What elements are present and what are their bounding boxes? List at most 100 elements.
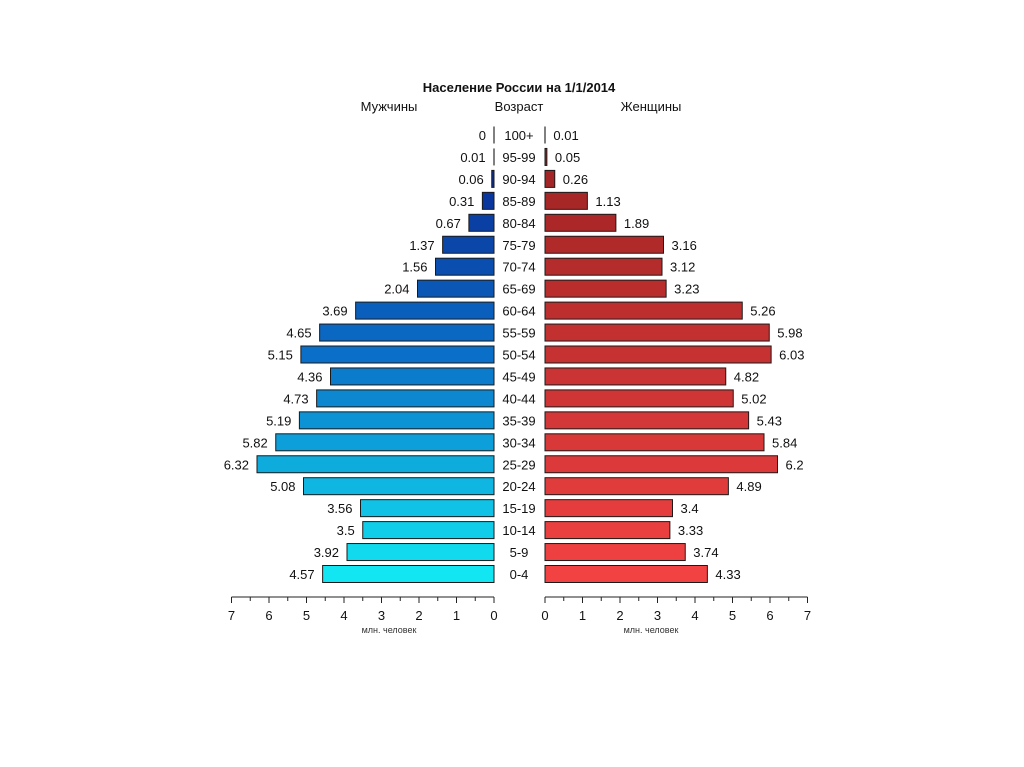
- female-bar-10-14: [544, 521, 671, 540]
- female-value-label: 5.43: [757, 413, 782, 428]
- male-bar-25-29: [256, 455, 495, 474]
- male-bar-80-84: [468, 213, 495, 232]
- age-group-label: 55-59: [502, 326, 535, 341]
- chart-title: Население России на 1/1/2014: [423, 80, 616, 95]
- x-tick-label-left: 6: [265, 608, 272, 623]
- male-bar-5-9: [346, 543, 495, 562]
- female-bar-55-59: [544, 323, 770, 342]
- x-tick-label-right: 5: [729, 608, 736, 623]
- female-value-label: 5.02: [741, 391, 766, 406]
- female-bar-70-74: [544, 257, 663, 276]
- x-tick-label-right: 2: [616, 608, 623, 623]
- female-bar-25-29: [544, 455, 778, 474]
- female-value-label: 0.26: [563, 172, 588, 187]
- left-header: Мужчины: [361, 99, 418, 114]
- female-value-label: 3.12: [670, 260, 695, 275]
- x-axes: 7 6 5 4 3 2 1 0 0 1 2 3 4 5 6 7: [228, 596, 811, 623]
- age-group-label: 5-9: [510, 545, 529, 560]
- x-tick-label-right: 6: [766, 608, 773, 623]
- male-bar-20-24: [303, 477, 495, 496]
- age-group-label: 95-99: [502, 150, 535, 165]
- age-group-label: 80-84: [502, 216, 535, 231]
- age-group-label: 75-79: [502, 238, 535, 253]
- male-bar-40-44: [316, 389, 495, 408]
- female-value-label: 1.13: [595, 194, 620, 209]
- right-header: Женщины: [621, 99, 682, 114]
- female-bar-0-4: [544, 565, 708, 583]
- female-bar-75-79: [544, 235, 664, 254]
- female-value-label: 4.33: [715, 567, 740, 582]
- male-value-label: 5.08: [270, 479, 295, 494]
- female-bar-40-44: [544, 389, 734, 408]
- male-bar-90-94: [491, 169, 495, 188]
- male-value-label: 3.56: [327, 501, 352, 516]
- x-tick-label-left: 0: [490, 608, 497, 623]
- female-value-label: 1.89: [624, 216, 649, 231]
- x-tick-label-left: 2: [415, 608, 422, 623]
- female-bar-65-69: [544, 279, 667, 298]
- male-value-label: 0.06: [458, 172, 483, 187]
- female-bar-95-99: [544, 147, 548, 166]
- female-value-label: 3.33: [678, 523, 703, 538]
- male-bar-15-19: [360, 499, 495, 518]
- male-bar-35-39: [298, 411, 495, 430]
- age-group-label: 40-44: [502, 391, 535, 406]
- female-value-label: 3.23: [674, 282, 699, 297]
- age-group-label: 90-94: [502, 172, 535, 187]
- female-bar-90-94: [544, 169, 556, 188]
- male-bar-75-79: [442, 235, 495, 254]
- age-group-label: 10-14: [502, 523, 535, 538]
- female-value-label: 3.74: [693, 545, 718, 560]
- female-bar-60-64: [544, 301, 743, 320]
- female-bar-5-9: [544, 543, 686, 562]
- age-group-label: 50-54: [502, 348, 535, 363]
- male-value-label: 4.36: [297, 369, 322, 384]
- age-group-label: 35-39: [502, 413, 535, 428]
- female-value-label: 5.98: [777, 326, 802, 341]
- x-tick-label-left: 1: [453, 608, 460, 623]
- male-bar-0-4: [322, 565, 495, 583]
- male-value-label: 0: [479, 128, 486, 143]
- x-tick-label-right: 7: [804, 608, 811, 623]
- age-group-label: 25-29: [502, 457, 535, 472]
- female-value-label: 6.2: [786, 457, 804, 472]
- male-value-label: 3.5: [337, 523, 355, 538]
- x-axis-label-right: млн. человек: [624, 625, 679, 635]
- x-tick-label-left: 7: [228, 608, 235, 623]
- male-bar-70-74: [435, 257, 495, 276]
- male-bar-10-14: [362, 521, 495, 540]
- female-value-label: 6.03: [779, 348, 804, 363]
- female-value-label: 5.26: [750, 304, 775, 319]
- male-value-label: 5.19: [266, 413, 291, 428]
- male-bar-50-54: [300, 345, 495, 364]
- male-bar-60-64: [355, 301, 495, 320]
- age-group-label: 45-49: [502, 369, 535, 384]
- male-value-label: 4.57: [289, 567, 314, 582]
- female-value-label: 0.05: [555, 150, 580, 165]
- female-value-label: 4.89: [736, 479, 761, 494]
- female-bar-45-49: [544, 367, 727, 386]
- x-tick-label-right: 4: [691, 608, 698, 623]
- age-group-label: 70-74: [502, 260, 535, 275]
- female-value-label: 5.84: [772, 435, 797, 450]
- age-group-label: 20-24: [502, 479, 535, 494]
- female-bar-50-54: [544, 345, 772, 364]
- male-value-label: 5.82: [242, 435, 267, 450]
- age-group-label: 60-64: [502, 304, 535, 319]
- male-value-label: 1.37: [409, 238, 434, 253]
- male-bar-85-89: [481, 191, 495, 210]
- male-value-label: 6.32: [224, 457, 249, 472]
- age-group-label: 0-4: [510, 567, 529, 582]
- female-bar-30-34: [544, 433, 765, 452]
- male-bar-30-34: [275, 433, 495, 452]
- x-tick-label-left: 4: [340, 608, 347, 623]
- male-bar-65-69: [417, 279, 495, 298]
- male-bar-55-59: [319, 323, 495, 342]
- male-value-label: 2.04: [384, 282, 409, 297]
- female-bar-20-24: [544, 477, 729, 496]
- x-tick-label-left: 3: [378, 608, 385, 623]
- male-value-label: 4.65: [286, 326, 311, 341]
- male-value-label: 3.69: [322, 304, 347, 319]
- female-bar-15-19: [544, 499, 673, 518]
- center-header: Возраст: [495, 99, 544, 114]
